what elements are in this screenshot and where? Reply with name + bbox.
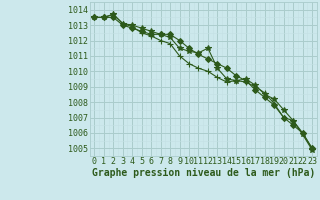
X-axis label: Graphe pression niveau de la mer (hPa): Graphe pression niveau de la mer (hPa) <box>92 168 315 178</box>
